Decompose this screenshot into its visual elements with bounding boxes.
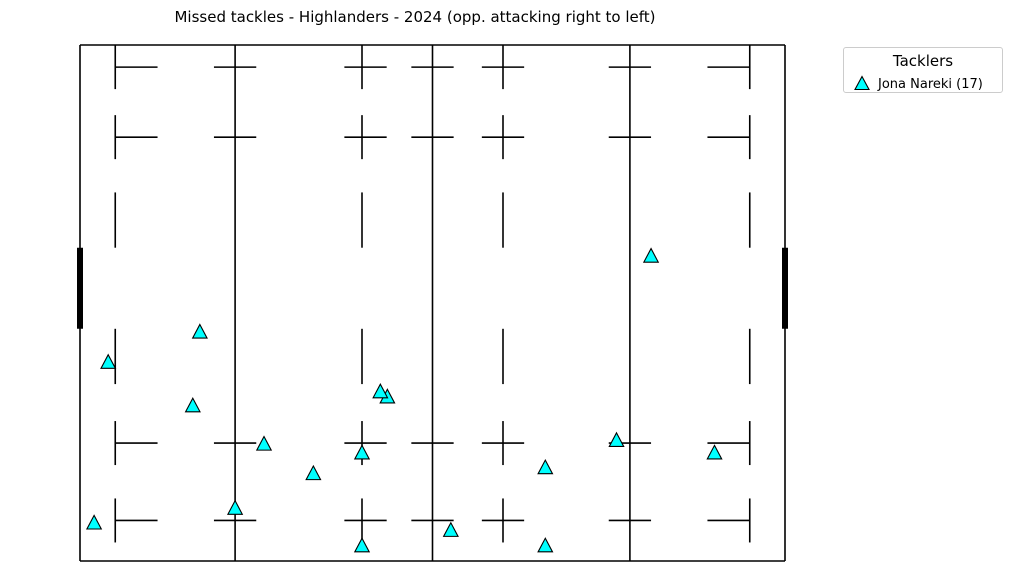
pitch-markings (77, 44, 788, 562)
legend-triangle-icon (854, 75, 870, 91)
tackle-point-6 (608, 431, 625, 447)
tackle-markers (85, 247, 723, 553)
legend: Tacklers Jona Nareki (17) (843, 47, 1003, 93)
tackle-point-15 (353, 537, 371, 553)
tackle-point-0 (642, 247, 660, 263)
tackle-point-9 (706, 444, 723, 460)
tackle-point-4 (372, 383, 389, 399)
tackle-point-12 (226, 499, 244, 515)
tackle-point-8 (353, 444, 371, 460)
tackle-point-16 (537, 537, 554, 553)
tackle-point-13 (85, 514, 103, 530)
tackle-point-1 (191, 323, 208, 339)
tackle-point-10 (537, 458, 554, 475)
legend-series-name: Jona Nareki (17) (878, 77, 983, 92)
tackle-point-14 (442, 521, 459, 537)
tackle-point-11 (305, 464, 322, 481)
legend-title: Tacklers (892, 52, 954, 70)
tackle-point-7 (255, 435, 273, 451)
legend-entry: Jona Nareki (17) (854, 75, 983, 92)
tackle-point-2 (100, 353, 117, 369)
tackle-point-5 (184, 397, 201, 413)
chart-title: Missed tackles - Highlanders - 2024 (opp… (174, 8, 656, 26)
